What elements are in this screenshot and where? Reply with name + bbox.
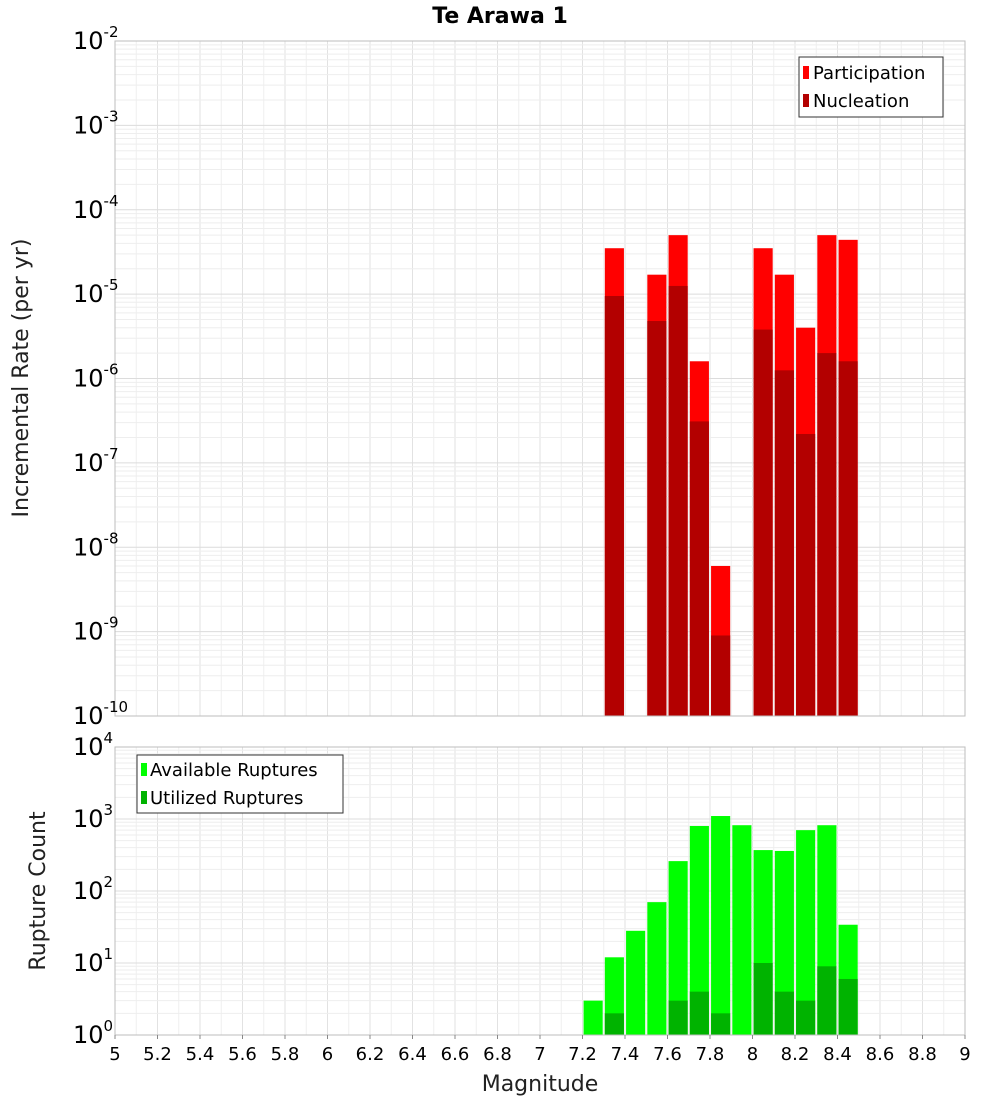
x-tick-label: 7.2 — [568, 1044, 597, 1065]
x-tick-label: 8.6 — [866, 1044, 895, 1065]
x-tick-label: 8.4 — [823, 1044, 852, 1065]
bottom-legend: Available Ruptures Utilized Ruptures — [136, 754, 344, 814]
bottom-ytick-label: 102 — [73, 873, 113, 905]
x-tick-label: 5.8 — [271, 1044, 300, 1065]
participation-legend-swatch — [803, 66, 809, 79]
top-bar-nucleation — [711, 635, 731, 716]
top-ytick-label: 10-4 — [73, 192, 119, 224]
top-plot-frame — [114, 40, 966, 717]
x-tick-label: 7.6 — [653, 1044, 682, 1065]
x-tick-label: 6.4 — [398, 1044, 427, 1065]
bottom-bar-utilized-ruptures — [753, 963, 773, 1035]
x-tick-label: 5.2 — [143, 1044, 172, 1065]
top-bar-nucleation — [817, 353, 837, 716]
top-ytick-label: 10-3 — [73, 107, 119, 139]
bottom-y-axis-label: Rupture Count — [26, 811, 51, 971]
bottom-bar-utilized-ruptures — [774, 991, 794, 1035]
x-tick-label: 7 — [534, 1044, 545, 1065]
bottom-bar-utilized-ruptures — [838, 978, 858, 1035]
participation-legend-label: Participation — [813, 63, 925, 84]
incremental-rate-panel: 10-10 10-9 10-8 10-7 10-6 10-5 10-4 10-3 10-2 In… — [9, 23, 966, 730]
bottom-bar-available-ruptures — [626, 930, 646, 1035]
top-bar-nucleation — [753, 329, 773, 716]
available-legend-label: Available Ruptures — [150, 760, 318, 781]
bottom-bar-available-ruptures — [732, 825, 752, 1035]
top-y-axis-label: Incremental Rate (per yr) — [9, 239, 34, 518]
x-tick-label: 9 — [959, 1044, 970, 1065]
x-tick-label: 8.2 — [781, 1044, 810, 1065]
x-tick-label: 5 — [109, 1044, 120, 1065]
bottom-bar-available-ruptures — [668, 861, 688, 1035]
top-ytick-label: 10-10 — [73, 698, 128, 730]
top-bar-nucleation — [604, 296, 624, 716]
available-legend-swatch — [141, 763, 147, 776]
x-tick-label: 7.4 — [611, 1044, 640, 1065]
bottom-bar-utilized-ruptures — [796, 1000, 816, 1035]
nucleation-legend-swatch — [803, 94, 809, 107]
top-bar-nucleation — [796, 433, 816, 716]
top-bar-nucleation — [689, 421, 709, 716]
top-ytick-label: 10-7 — [73, 445, 119, 477]
rupture-count-panel: 100 101 102 103 104 5 5.2 5.4 5.6 5.8 6 6.2 6.4 6.6 6… — [26, 729, 971, 1097]
bottom-bar-available-ruptures — [583, 1000, 603, 1035]
x-tick-label: 6.8 — [483, 1044, 512, 1065]
bottom-bar-utilized-ruptures — [711, 1013, 731, 1035]
bottom-bar-utilized-ruptures — [604, 1013, 624, 1035]
bottom-bar-available-ruptures — [689, 825, 709, 1035]
x-tick-label: 7.8 — [696, 1044, 725, 1065]
bottom-bar-available-ruptures — [711, 816, 731, 1035]
top-ytick-label: 10-8 — [73, 529, 119, 561]
x-axis-label: Magnitude — [482, 1072, 599, 1097]
top-ytick-label: 10-2 — [73, 23, 119, 55]
bottom-bar-available-ruptures — [796, 830, 816, 1035]
x-tick-label: 6 — [322, 1044, 333, 1065]
utilized-legend-label: Utilized Ruptures — [150, 788, 303, 809]
bottom-ytick-label: 101 — [73, 945, 113, 977]
top-ytick-label: 10-6 — [73, 361, 119, 393]
x-tick-label: 6.6 — [441, 1044, 470, 1065]
bottom-bar-utilized-ruptures — [689, 991, 709, 1035]
chart-title: Te Arawa 1 — [432, 4, 568, 29]
nucleation-legend-label: Nucleation — [813, 91, 909, 112]
bottom-ytick-label: 104 — [73, 729, 113, 761]
x-tick-label: 5.4 — [186, 1044, 215, 1065]
top-legend: Participation Nucleation — [798, 56, 944, 118]
utilized-legend-swatch — [141, 791, 147, 804]
top-bar-nucleation — [774, 370, 794, 716]
x-tick-label: 8.8 — [908, 1044, 937, 1065]
bottom-legend-box — [136, 754, 344, 814]
x-tick-label: 8 — [747, 1044, 758, 1065]
top-legend-box — [798, 56, 944, 118]
top-ytick-label: 10-9 — [73, 614, 119, 646]
top-ytick-label: 10-5 — [73, 276, 119, 308]
top-bar-nucleation — [647, 321, 667, 716]
top-bar-nucleation — [668, 285, 688, 716]
bottom-bar-available-ruptures — [647, 902, 667, 1035]
bottom-bar-utilized-ruptures — [817, 966, 837, 1035]
bottom-bar-available-ruptures — [774, 850, 794, 1035]
x-tick-label: 6.2 — [356, 1044, 385, 1065]
top-bar-nucleation — [838, 361, 858, 716]
bottom-bar-utilized-ruptures — [668, 1000, 688, 1035]
x-tick-label: 5.6 — [228, 1044, 257, 1065]
bottom-ytick-label: 103 — [73, 801, 113, 833]
bottom-ytick-label: 100 — [73, 1017, 113, 1049]
